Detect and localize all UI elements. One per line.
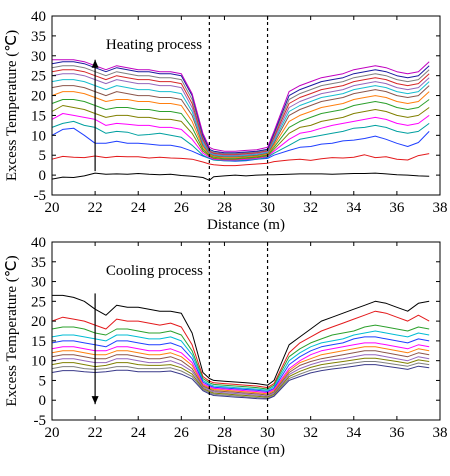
y-axis-title: Excess Temperature (℃) [4, 30, 20, 181]
y-tick-label: -5 [34, 188, 47, 204]
y-tick-label: 30 [31, 275, 46, 291]
series-line [51, 85, 430, 158]
y-tick-label: -5 [34, 413, 47, 429]
series-line [51, 357, 430, 398]
y-tick-label: 0 [39, 168, 47, 184]
y-tick-label: 25 [31, 294, 46, 310]
x-axis-title: Distance (m) [207, 442, 285, 458]
x-tick-label: 24 [131, 425, 147, 441]
series-line [51, 172, 430, 181]
series-line [51, 99, 430, 159]
y-tick-label: 35 [31, 29, 46, 45]
x-tick-label: 30 [260, 425, 275, 441]
x-tick-label: 22 [88, 200, 103, 216]
y-tick-label: 20 [31, 89, 46, 105]
y-tick-label: 10 [31, 128, 46, 144]
series-line [51, 342, 430, 394]
y-tick-label: 25 [31, 69, 46, 85]
x-tick-label: 32 [303, 425, 318, 441]
series-line [52, 294, 430, 386]
series-line [51, 361, 430, 399]
series-line [51, 73, 430, 156]
series-line [51, 153, 430, 167]
series-line [51, 120, 430, 162]
x-tick-label: 36 [389, 200, 405, 216]
trend-arrow-head [91, 396, 99, 405]
process-annotation: Heating process [106, 37, 202, 53]
x-tick-label: 38 [433, 425, 448, 441]
y-tick-label: 30 [31, 49, 46, 65]
y-tick-label: 40 [31, 9, 46, 25]
x-tick-label: 20 [45, 200, 60, 216]
x-tick-label: 32 [303, 200, 318, 216]
series-line [51, 105, 430, 160]
heating-chart: -5 0 5 10 15 20 25 30 35 40 20 22 24 26 28 30 32 34 36 38 Di… [4, 9, 448, 233]
x-tick-label: 30 [260, 200, 275, 216]
y-tick-label: 5 [39, 148, 47, 164]
x-tick-label: 34 [346, 425, 362, 441]
x-tick-label: 22 [88, 425, 103, 441]
x-tick-label: 26 [174, 200, 190, 216]
y-axis-title: Excess Temperature (℃) [4, 255, 20, 406]
y-tick-label: 10 [31, 354, 46, 370]
trend-arrow-head [91, 59, 99, 68]
y-tick-label: 0 [39, 393, 47, 409]
y-tick-label: 40 [31, 235, 46, 251]
x-tick-label: 26 [174, 425, 190, 441]
series-line [51, 65, 430, 155]
plot-frame [51, 241, 441, 421]
x-axis-title: Distance (m) [207, 217, 285, 233]
series-line [51, 364, 430, 400]
process-annotation: Cooling process [106, 263, 203, 279]
series-line [51, 324, 430, 390]
x-tick-label: 34 [346, 200, 362, 216]
series-line [51, 350, 430, 396]
series-line [51, 346, 430, 395]
series-line [51, 354, 430, 397]
series-line [51, 61, 430, 154]
x-tick-label: 24 [131, 200, 147, 216]
x-tick-label: 28 [217, 200, 232, 216]
series-line [51, 79, 430, 157]
x-tick-label: 38 [433, 200, 448, 216]
plot-frame [51, 15, 441, 196]
series-line [51, 336, 430, 392]
series-line [51, 330, 430, 391]
y-tick-label: 5 [39, 373, 47, 389]
y-tick-label: 15 [31, 334, 46, 350]
series-line [51, 69, 430, 155]
x-tick-label: 28 [217, 425, 232, 441]
y-tick-label: 20 [31, 314, 46, 330]
x-tick-label: 36 [389, 425, 405, 441]
series-line [51, 91, 430, 159]
y-tick-label: 15 [31, 108, 46, 124]
x-tick-label: 20 [45, 425, 60, 441]
series-line [51, 113, 430, 161]
y-tick-label: 35 [31, 255, 46, 271]
series-line [51, 310, 430, 389]
cooling-chart: -5 0 5 10 15 20 25 30 35 40 20 22 24 26 28 30 32 34 36 38 Di… [4, 235, 448, 458]
series-line [52, 59, 430, 152]
